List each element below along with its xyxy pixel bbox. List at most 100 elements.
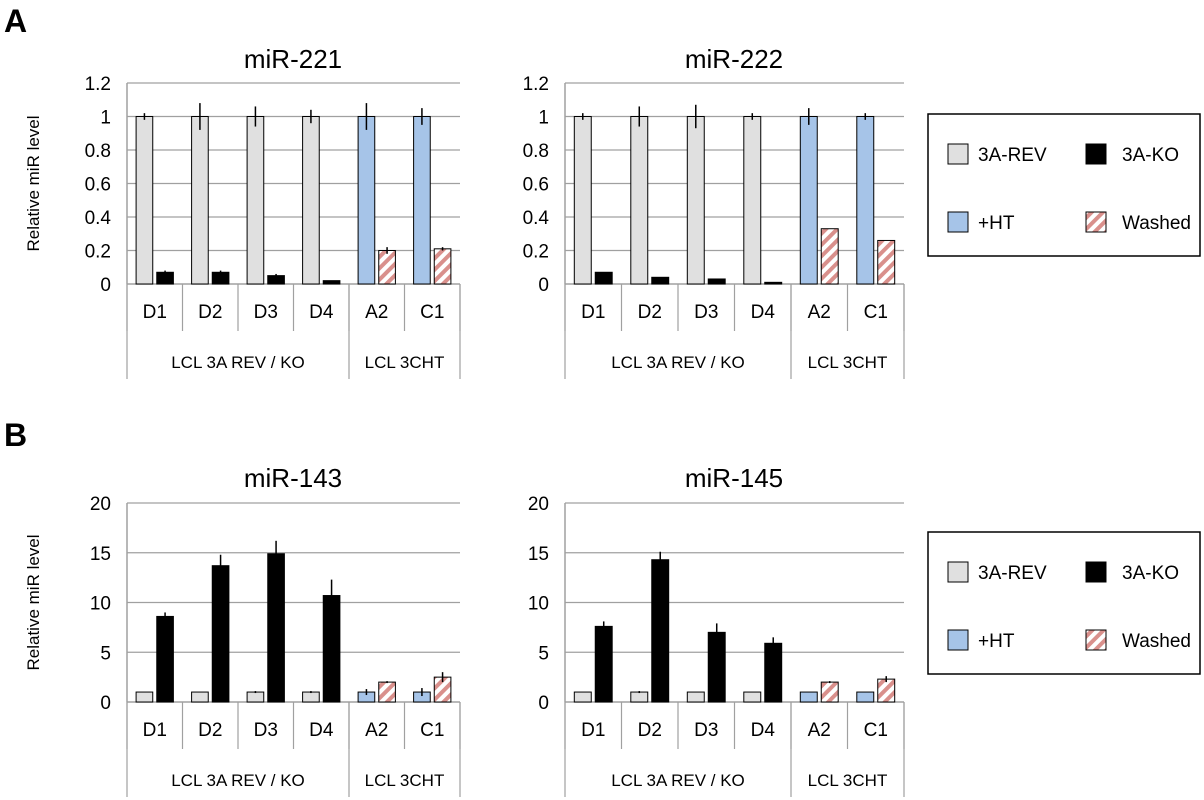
chart-mir-143: miR-143 0 5 10 15 20 Relative miR level D1 D2 D3 D…	[24, 463, 461, 797]
legend-swatch-washed	[1085, 211, 1107, 233]
bar-rev-d1	[573, 116, 592, 285]
bar-washed-a2	[820, 228, 839, 285]
y-axis-title: Relative miR level	[24, 115, 43, 251]
chart-mir-222: miR-222 0 0.2 0.4 0.6 0.8 1 1.2 D1 D2 D3 D4 A2 C1 LCL …	[523, 44, 905, 379]
bar-ko-d1	[156, 271, 174, 285]
bar-rev-d1	[135, 691, 154, 703]
bar-washed-c1	[877, 678, 896, 703]
y-tick-label: 0	[100, 275, 111, 296]
y-tick-label: 5	[100, 643, 111, 664]
bar-ko-d3	[707, 278, 726, 285]
group-label: LCL 3CHT	[365, 771, 445, 790]
category-label: A2	[808, 720, 831, 741]
y-axis-title: Relative miR level	[24, 534, 43, 670]
bar-rev-d1	[573, 691, 592, 703]
legend-label-washed: Washed	[1122, 631, 1191, 652]
legend-box	[927, 113, 1201, 257]
group-label: LCL 3A REV / KO	[611, 353, 745, 372]
bar-ko-d2	[211, 271, 230, 285]
bar-rev-d4	[743, 116, 762, 285]
category-label: D4	[751, 302, 776, 323]
bar-ht-c1	[413, 116, 431, 285]
y-tick-label: 0.2	[523, 242, 549, 263]
category-label: D1	[581, 720, 605, 741]
bar-ko-d2	[211, 565, 230, 703]
y-tick-label: 0.2	[85, 242, 111, 263]
y-tick-label: 1	[538, 108, 549, 129]
group-label: LCL 3CHT	[808, 771, 888, 790]
chart-title: miR-221	[244, 44, 342, 74]
chart-title: miR-145	[685, 463, 783, 493]
bar-washed-c1	[433, 248, 452, 285]
legend-label-rev: 3A-REV	[978, 563, 1047, 584]
category-label: C1	[420, 302, 444, 323]
category-label: D2	[198, 302, 222, 323]
bar-rev-d2	[191, 691, 209, 703]
bar-rev-d3	[686, 691, 705, 703]
category-label: D2	[198, 720, 222, 741]
legend-swatch-rev	[947, 561, 969, 583]
bar-ko-d1	[594, 271, 613, 285]
panel-letter-a: A	[4, 3, 27, 39]
legend-label-rev: 3A-REV	[978, 145, 1047, 166]
legend-panel-a: 3A-REV 3A-KO +HT Washed	[927, 113, 1201, 257]
group-label: LCL 3A REV / KO	[171, 771, 305, 790]
category-label: D4	[309, 720, 334, 741]
legend-swatch-ko	[1085, 561, 1107, 583]
chart-title: miR-222	[685, 44, 783, 74]
bar-ko-d4	[764, 281, 783, 285]
bar-washed-a2	[378, 250, 396, 285]
y-tick-label: 10	[528, 594, 549, 615]
group-label: LCL 3A REV / KO	[171, 353, 305, 372]
bar-ko-d1	[594, 625, 613, 703]
legend-swatch-rev	[947, 143, 969, 165]
bar-washed-a2	[378, 681, 396, 703]
y-tick-label: 5	[538, 643, 549, 664]
legend-swatch-ht	[947, 211, 969, 233]
category-label: A2	[808, 302, 831, 323]
category-label: D3	[254, 720, 278, 741]
category-label: D2	[638, 720, 662, 741]
category-label: D1	[143, 302, 167, 323]
bar-rev-d3	[686, 116, 705, 285]
bar-ko-d3	[707, 631, 726, 703]
y-tick-label: 0	[538, 693, 549, 714]
panel-letter-b: B	[4, 417, 27, 453]
legend-label-ht: +HT	[978, 213, 1015, 234]
category-label: D3	[254, 302, 278, 323]
bar-ko-d1	[156, 615, 174, 703]
bar-ko-d4	[322, 595, 341, 703]
y-tick-label: 15	[528, 544, 549, 565]
y-tick-label: 0	[538, 275, 549, 296]
category-label: D3	[694, 720, 718, 741]
legend-label-washed: Washed	[1122, 213, 1191, 234]
bar-ko-d3	[267, 553, 285, 703]
legend-swatch-ko	[1085, 143, 1107, 165]
group-label: LCL 3A REV / KO	[611, 771, 745, 790]
bar-washed-a2	[820, 681, 839, 703]
chart-title: miR-143	[244, 463, 342, 493]
group-label: LCL 3CHT	[808, 353, 888, 372]
chart-mir-221: miR-221 0 0.2 0.4 0.6 0.8 1 1.2 Relative miR lev…	[24, 44, 461, 379]
category-label: D1	[143, 720, 167, 741]
bar-ko-d4	[322, 280, 341, 285]
legend-swatch-ht	[947, 629, 969, 651]
y-tick-label: 15	[90, 544, 111, 565]
category-label: D4	[751, 720, 776, 741]
bar-ht-a2	[357, 116, 376, 285]
category-label: C1	[864, 302, 888, 323]
bar-rev-d1	[135, 116, 154, 285]
bar-ko-d2	[651, 276, 670, 285]
bar-rev-d2	[630, 116, 649, 285]
y-tick-label: 0.8	[523, 141, 549, 162]
bar-rev-d4	[302, 691, 320, 703]
legend-label-ko: 3A-KO	[1122, 563, 1179, 584]
bar-rev-d3	[246, 116, 265, 285]
bar-ht-a2	[799, 691, 818, 703]
category-label: D1	[581, 302, 605, 323]
legend-label-ht: +HT	[978, 631, 1015, 652]
chart-mir-145: miR-145 0 5 10 15 20 D1 D2 D3 D4 A2 C1 LCL 3A REV / …	[528, 463, 905, 797]
group-label: LCL 3CHT	[365, 353, 445, 372]
y-tick-label: 0.8	[85, 141, 111, 162]
